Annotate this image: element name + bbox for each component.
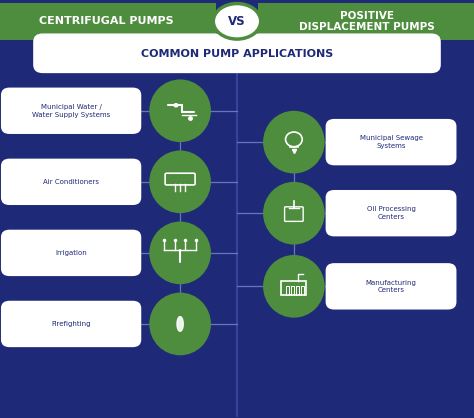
Ellipse shape xyxy=(263,111,325,173)
Text: POSITIVE
DISPLACEMENT PUMPS: POSITIVE DISPLACEMENT PUMPS xyxy=(300,10,435,32)
Text: VS: VS xyxy=(228,15,246,28)
Ellipse shape xyxy=(149,79,211,142)
Text: Irrigation: Irrigation xyxy=(55,250,87,256)
Ellipse shape xyxy=(149,222,211,284)
FancyBboxPatch shape xyxy=(258,3,474,40)
Ellipse shape xyxy=(263,255,325,318)
Text: CENTRIFUGAL PUMPS: CENTRIFUGAL PUMPS xyxy=(39,16,174,26)
Ellipse shape xyxy=(149,150,211,213)
Text: Municipal Sewage
Systems: Municipal Sewage Systems xyxy=(360,135,422,149)
Circle shape xyxy=(173,103,179,107)
FancyBboxPatch shape xyxy=(1,88,141,134)
Ellipse shape xyxy=(149,293,211,355)
Ellipse shape xyxy=(263,182,325,245)
Text: COMMON PUMP APPLICATIONS: COMMON PUMP APPLICATIONS xyxy=(141,48,333,59)
FancyBboxPatch shape xyxy=(326,190,456,237)
FancyBboxPatch shape xyxy=(0,3,216,40)
Ellipse shape xyxy=(213,4,261,39)
Text: Manufacturing
Centers: Manufacturing Centers xyxy=(365,280,417,293)
FancyBboxPatch shape xyxy=(326,263,456,309)
Text: Municipal Water /
Water Supply Systems: Municipal Water / Water Supply Systems xyxy=(32,104,110,117)
FancyBboxPatch shape xyxy=(1,230,141,276)
Text: Firefighting: Firefighting xyxy=(51,321,91,327)
Polygon shape xyxy=(177,316,183,331)
FancyBboxPatch shape xyxy=(1,301,141,347)
FancyBboxPatch shape xyxy=(1,159,141,205)
FancyBboxPatch shape xyxy=(326,119,456,165)
Text: Oil Processing
Centers: Oil Processing Centers xyxy=(366,206,416,220)
Text: Air Conditioners: Air Conditioners xyxy=(43,179,99,185)
FancyBboxPatch shape xyxy=(33,33,441,73)
